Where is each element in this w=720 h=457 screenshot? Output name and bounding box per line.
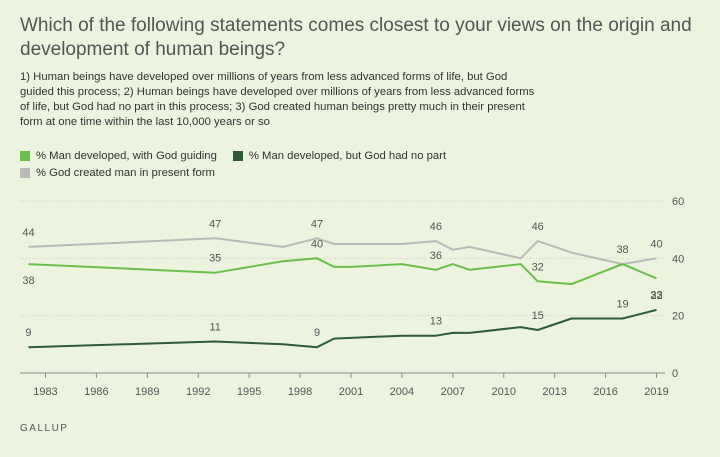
legend-label-god-guiding: % Man developed, with God guiding (36, 150, 217, 162)
data-label-s1-1: 35 (209, 253, 221, 265)
data-label-s0-4: 46 (532, 221, 544, 233)
series-line-1 (28, 257, 657, 286)
y-tick-label-20: 20 (672, 311, 684, 323)
legend-item-no-god: % Man developed, but God had no part (232, 150, 447, 162)
source-label: GALLUP (20, 423, 69, 434)
x-tick-label-2016: 2016 (593, 386, 617, 398)
x-tick-label-1983: 1983 (33, 386, 57, 398)
series-line-2 (28, 308, 657, 349)
legend-item-god-created: % God created man in present form (20, 167, 215, 179)
y-tick-label-0: 0 (672, 368, 678, 380)
data-label-s1-4: 32 (532, 261, 544, 273)
data-label-s1-3: 36 (430, 250, 442, 262)
legend-swatch-god-guiding (20, 151, 30, 161)
x-tick-label-1986: 1986 (84, 386, 108, 398)
legend-item-god-guiding: % Man developed, with God guiding (20, 150, 217, 162)
x-tick-label-2013: 2013 (542, 386, 566, 398)
legend-swatch-no-god (232, 151, 243, 161)
x-tick-label-2007: 2007 (441, 386, 465, 398)
y-tick-label-60: 60 (672, 196, 684, 208)
legend: % Man developed, with God guiding % Man … (20, 150, 580, 184)
x-tick-label-2010: 2010 (492, 386, 516, 398)
data-label-s2-5: 19 (616, 299, 628, 311)
legend-label-no-god: % Man developed, but God had no part (248, 150, 447, 162)
legend-label-god-created: % God created man in present form (36, 167, 215, 179)
data-label-s2-0: 9 (25, 327, 31, 339)
chart-subtitle: 1) Human beings have developed over mill… (20, 71, 535, 128)
data-label-s1-5: 38 (616, 244, 628, 256)
data-label-s2-6: 22 (650, 290, 662, 302)
data-label-s0-2: 47 (311, 218, 323, 230)
data-label-s2-1: 11 (209, 321, 220, 333)
x-tick-label-2001: 2001 (339, 386, 363, 398)
data-label-s2-4: 15 (532, 310, 544, 322)
series-line-0 (28, 237, 657, 266)
y-tick-label-40: 40 (672, 253, 684, 265)
data-label-s1-6: 33 (650, 289, 662, 301)
x-tick-label-1995: 1995 (237, 386, 261, 398)
data-label-s1-2: 40 (311, 238, 323, 250)
data-label-s0-0: 44 (22, 227, 34, 239)
x-tick-label-2004: 2004 (390, 386, 414, 398)
data-label-s2-2: 9 (314, 327, 320, 339)
data-label-s1-0: 38 (22, 275, 34, 287)
x-tick-label-1989: 1989 (135, 386, 159, 398)
legend-swatch-god-created (20, 168, 30, 178)
x-tick-label-1998: 1998 (288, 386, 312, 398)
data-label-s0-1: 47 (209, 218, 221, 230)
x-tick-label-2019: 2019 (644, 386, 668, 398)
data-label-s0-5: 40 (650, 238, 662, 250)
data-label-s0-3: 46 (430, 221, 442, 233)
chart-title: Which of the following statements comes … (20, 15, 692, 60)
data-label-s2-3: 13 (430, 316, 442, 328)
x-tick-label-1992: 1992 (186, 386, 210, 398)
